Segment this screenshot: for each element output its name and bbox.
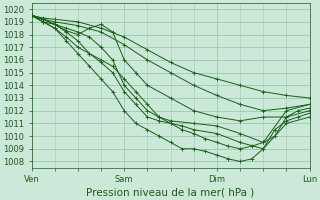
X-axis label: Pression niveau de la mer( hPa ): Pression niveau de la mer( hPa ) [86, 187, 255, 197]
